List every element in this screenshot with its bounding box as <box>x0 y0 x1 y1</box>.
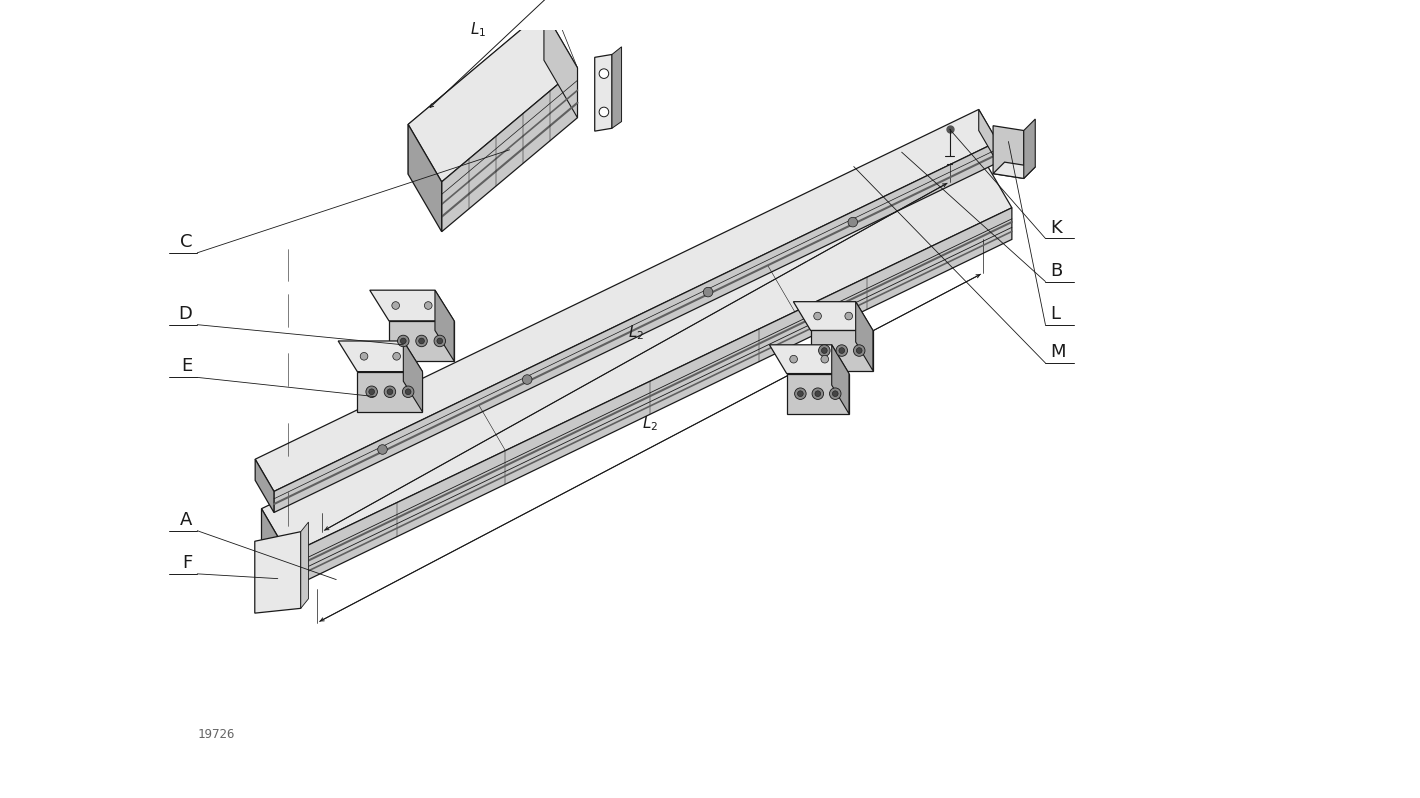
Text: $L_2$: $L_2$ <box>628 324 643 342</box>
Polygon shape <box>288 207 1012 589</box>
Circle shape <box>378 444 388 454</box>
Text: L: L <box>1051 305 1061 322</box>
Circle shape <box>419 338 425 344</box>
Polygon shape <box>544 10 578 118</box>
Text: A: A <box>180 511 193 529</box>
Polygon shape <box>301 522 308 608</box>
Polygon shape <box>1024 119 1035 179</box>
Text: C: C <box>180 233 193 251</box>
Circle shape <box>366 386 378 397</box>
Circle shape <box>829 388 841 400</box>
Circle shape <box>425 302 432 310</box>
Circle shape <box>523 375 532 385</box>
Circle shape <box>400 338 406 344</box>
Text: F: F <box>182 554 193 572</box>
Text: E: E <box>182 358 193 376</box>
Circle shape <box>388 389 393 395</box>
Circle shape <box>815 391 821 397</box>
Polygon shape <box>254 531 301 613</box>
Circle shape <box>853 345 865 356</box>
Circle shape <box>398 335 409 346</box>
Text: K: K <box>1051 219 1062 236</box>
Polygon shape <box>389 321 454 361</box>
Circle shape <box>845 312 852 320</box>
Polygon shape <box>978 109 997 163</box>
Polygon shape <box>408 10 578 182</box>
Text: 19726: 19726 <box>197 728 234 741</box>
Polygon shape <box>256 459 274 512</box>
Polygon shape <box>274 141 997 512</box>
Text: B: B <box>1051 262 1062 279</box>
Circle shape <box>416 335 427 346</box>
Polygon shape <box>408 124 442 231</box>
Text: $L_2$: $L_2$ <box>642 415 659 433</box>
Polygon shape <box>256 109 997 492</box>
Polygon shape <box>338 341 423 372</box>
Polygon shape <box>442 68 578 231</box>
Polygon shape <box>993 162 1035 179</box>
Text: M: M <box>1051 343 1066 361</box>
Polygon shape <box>408 10 544 174</box>
Circle shape <box>821 348 828 354</box>
Circle shape <box>818 345 831 356</box>
Polygon shape <box>770 345 849 373</box>
Circle shape <box>437 338 443 344</box>
Polygon shape <box>856 302 873 371</box>
Polygon shape <box>435 290 454 361</box>
Circle shape <box>795 388 807 400</box>
Polygon shape <box>595 54 612 131</box>
Circle shape <box>402 386 413 397</box>
Circle shape <box>385 386 396 397</box>
Polygon shape <box>811 330 873 371</box>
Circle shape <box>832 391 838 397</box>
Circle shape <box>821 355 829 363</box>
Circle shape <box>798 391 804 397</box>
Polygon shape <box>403 341 423 412</box>
Circle shape <box>599 69 609 78</box>
Circle shape <box>393 353 400 360</box>
Circle shape <box>839 348 845 354</box>
Circle shape <box>814 312 821 320</box>
Polygon shape <box>261 162 1012 555</box>
Circle shape <box>848 217 858 227</box>
Polygon shape <box>993 126 1024 179</box>
Circle shape <box>790 355 798 363</box>
Polygon shape <box>787 373 849 414</box>
Circle shape <box>812 388 824 400</box>
Polygon shape <box>358 372 423 412</box>
Circle shape <box>856 348 862 354</box>
Circle shape <box>392 302 399 310</box>
Polygon shape <box>261 508 288 589</box>
Text: D: D <box>179 305 193 322</box>
Polygon shape <box>794 302 873 330</box>
Circle shape <box>405 389 410 395</box>
Circle shape <box>369 389 375 395</box>
Polygon shape <box>832 345 849 414</box>
Polygon shape <box>369 290 454 321</box>
Circle shape <box>836 345 848 356</box>
Circle shape <box>435 335 446 346</box>
Circle shape <box>599 107 609 117</box>
Polygon shape <box>612 47 622 128</box>
Text: $L_1$: $L_1$ <box>470 20 487 38</box>
Circle shape <box>703 287 713 297</box>
Circle shape <box>361 353 368 360</box>
